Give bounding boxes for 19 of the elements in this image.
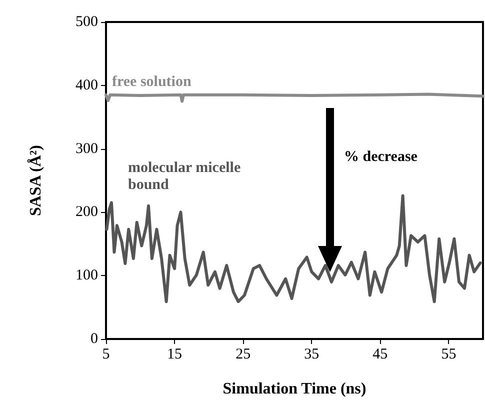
- line-series: [104, 92, 484, 103]
- y-tick-label: 500: [76, 14, 98, 30]
- y-tick-label: 300: [76, 140, 98, 157]
- line-series: [105, 194, 482, 304]
- y-tick-label: 200: [76, 204, 98, 220]
- y-axis-title: SASA (Å²): [26, 144, 44, 216]
- series-label: molecular micelle bound: [128, 160, 242, 194]
- annotation: % decrease: [344, 149, 418, 166]
- x-axis-title: Simulation Time (ns): [222, 380, 366, 398]
- x-tick-label: 55: [441, 346, 456, 362]
- x-tick-label: 35: [304, 346, 320, 362]
- x-tick-label: 15: [167, 346, 182, 362]
- x-tick-label: 25: [236, 346, 251, 362]
- x-tick-label: 45: [372, 346, 388, 362]
- y-tick-label: 0: [90, 331, 98, 347]
- y-tick-label: 400: [76, 77, 98, 94]
- x-tick-label: 5: [102, 346, 110, 362]
- y-tick-label: 100: [76, 268, 98, 284]
- series-label: free solution: [112, 74, 192, 91]
